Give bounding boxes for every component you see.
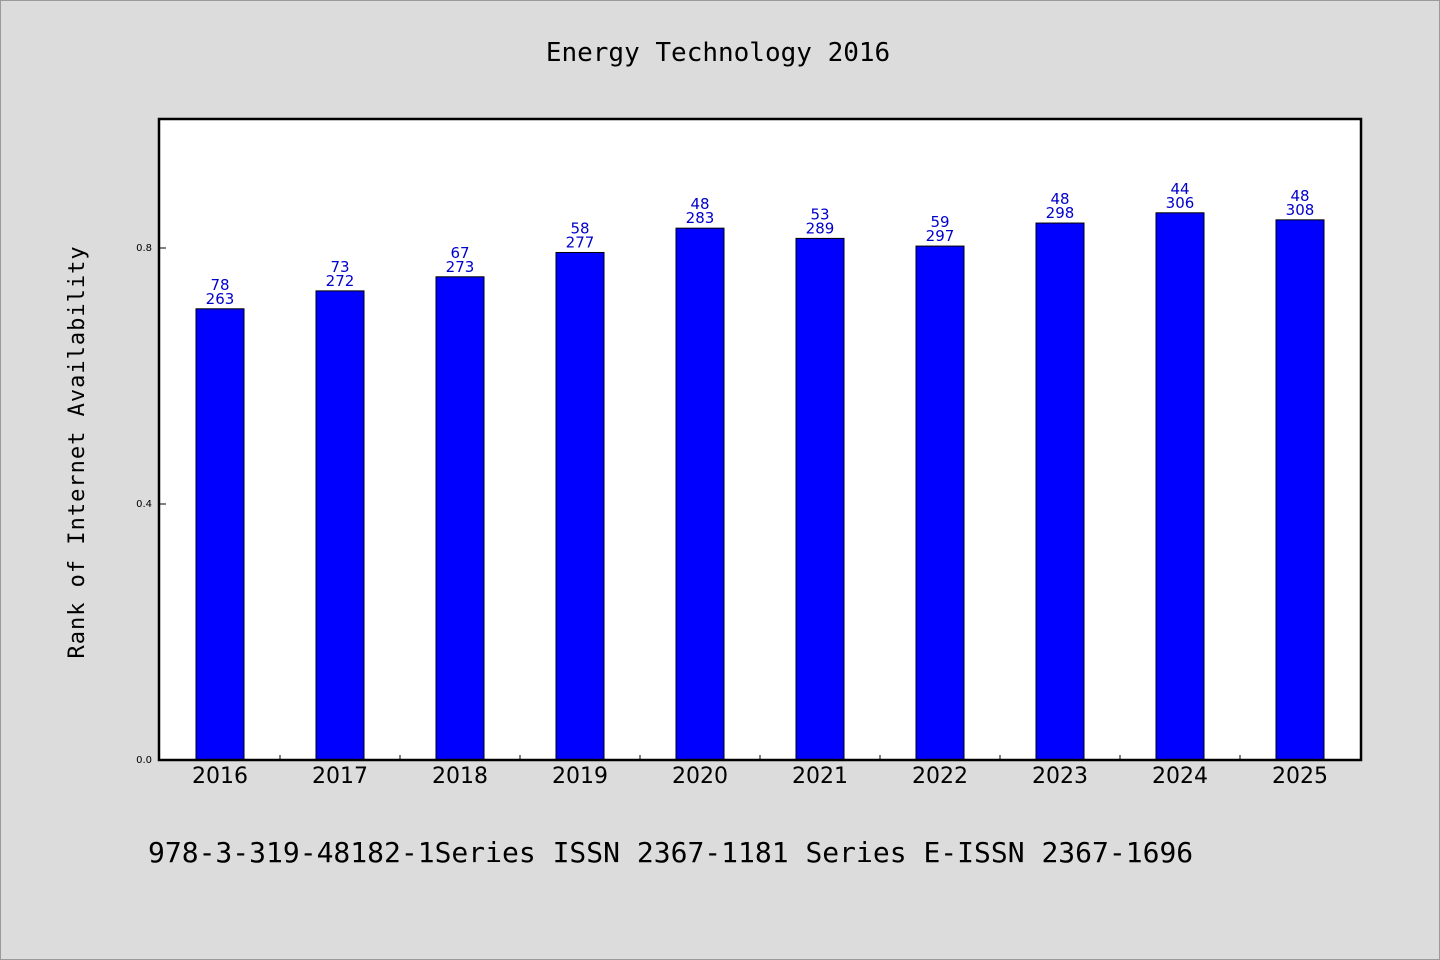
data-label-top-2022: 59: [930, 213, 949, 231]
bar-2021: [795, 237, 845, 761]
data-label-bottom-2021: 289: [806, 219, 835, 237]
data-label-bottom-2020: 283: [686, 209, 715, 227]
x-tick-label-2025: 2025: [1272, 764, 1328, 789]
plot-border: [157, 117, 1363, 762]
x-tick-label-2016: 2016: [192, 764, 248, 789]
data-label-top-2016: 78: [210, 276, 229, 294]
bar-2023: [1035, 222, 1085, 761]
bar-2019: [555, 251, 605, 761]
y-axis-label: Rank of Internet Availability: [65, 245, 90, 658]
data-label-bottom-2024: 306: [1166, 194, 1195, 212]
bar-2016: [195, 308, 245, 761]
bar-2024: [1155, 212, 1205, 761]
chart-title: Energy Technology 2016: [546, 38, 890, 68]
x-tick-label-2018: 2018: [432, 764, 488, 789]
bar-2025: [1275, 219, 1325, 761]
bar-2018: [435, 276, 485, 761]
data-label-top-2024: 44: [1170, 180, 1189, 198]
x-tick-label-2024: 2024: [1152, 764, 1208, 789]
x-tick-label-2020: 2020: [672, 764, 728, 789]
data-label-bottom-2019: 277: [566, 233, 595, 251]
data-label-bottom-2023: 298: [1046, 204, 1075, 222]
x-tick-label-2021: 2021: [792, 764, 848, 789]
bars-group: [195, 212, 1325, 761]
x-tick-label-2022: 2022: [912, 764, 968, 789]
bar-2022: [915, 245, 965, 761]
data-label-top-2021: 53: [810, 205, 829, 223]
data-label-bottom-2022: 297: [926, 227, 955, 245]
data-label-top-2018: 67: [450, 244, 469, 262]
y-tick-label-0.8: 0.8: [136, 243, 152, 254]
data-label-top-2019: 58: [570, 219, 589, 237]
bar-2017: [315, 290, 365, 761]
data-label-bottom-2025: 308: [1286, 201, 1315, 219]
data-label-top-2025: 48: [1290, 187, 1309, 205]
x-ticks-group: 2016 2017 2018 2019 2020 2021 2022 2023 2024 2025: [192, 755, 1328, 789]
y-tick-label-0.0: 0.0: [136, 755, 152, 766]
x-tick-label-2017: 2017: [312, 764, 368, 789]
data-label-top-2020: 48: [690, 195, 709, 213]
x-tick-label-2023: 2023: [1032, 764, 1088, 789]
bar-2020: [675, 227, 725, 761]
x-tick-label-2019: 2019: [552, 764, 608, 789]
y-tick-label-0.4: 0.4: [136, 499, 152, 510]
data-label-bottom-2018: 273: [446, 258, 475, 276]
data-label-bottom-2017: 272: [326, 272, 355, 290]
data-label-top-2023: 48: [1050, 190, 1069, 208]
data-label-bottom-2016: 263: [206, 290, 235, 308]
footer-isbn-text: 978-3-319-48182-1Series ISSN 2367-1181 S…: [148, 836, 1193, 869]
data-label-top-2017: 73: [330, 258, 349, 276]
